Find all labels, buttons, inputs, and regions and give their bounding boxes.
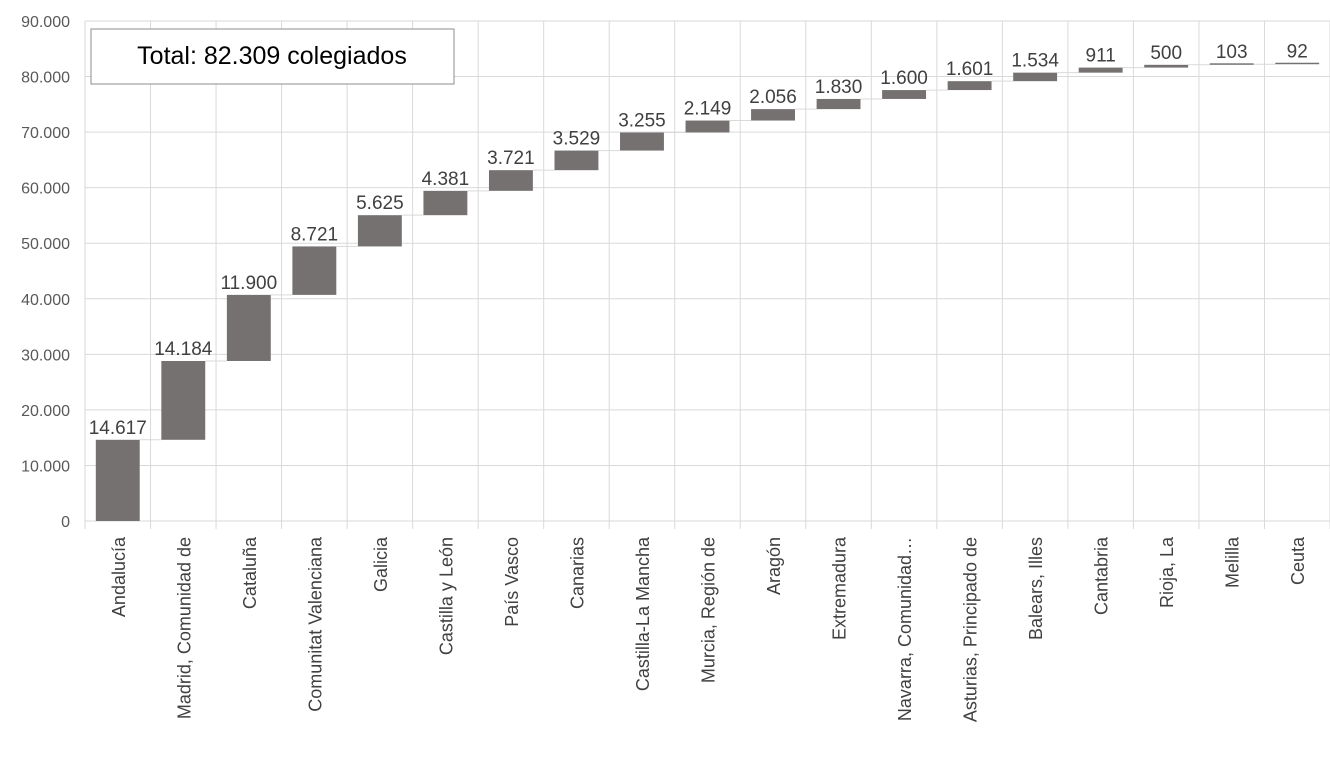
x-tick-label: Balears, Illes: [1026, 537, 1046, 640]
x-tick-label: Cantabria: [1092, 536, 1112, 615]
data-label: 1.830: [815, 77, 863, 98]
data-label: 1.534: [1011, 51, 1059, 72]
waterfall-bar: [751, 109, 795, 121]
data-label: 3.721: [487, 148, 535, 169]
y-tick-label: 70.000: [21, 125, 70, 142]
data-label: 14.617: [89, 418, 147, 439]
data-label: 5.625: [356, 193, 404, 214]
data-label: 500: [1150, 43, 1182, 64]
y-tick-label: 20.000: [21, 403, 70, 420]
waterfall-bar: [488, 170, 533, 191]
waterfall-bar: [357, 215, 402, 247]
gridlines: [84, 20, 1330, 529]
x-tick-label: Rioja, La: [1157, 536, 1177, 608]
x-tick-label: Comunitat Valenciana: [305, 536, 325, 712]
x-tick-label: Navarra, Comunidad…: [895, 537, 915, 721]
x-axis-ticks: Andalucía Madrid, Comunidad de Cataluña Com…: [109, 536, 1308, 722]
waterfall-bar: [292, 246, 337, 295]
data-label: 1.601: [946, 59, 994, 80]
x-tick-label: Extremadura: [830, 536, 850, 640]
y-tick-label: 40.000: [21, 292, 70, 309]
x-tick-label: Castilla y León: [436, 537, 456, 655]
waterfall-bar: [685, 120, 730, 133]
waterfall-bar: [554, 150, 599, 171]
x-tick-label: Aragón: [764, 537, 784, 595]
x-tick-label: Asturias, Principado de: [961, 537, 981, 722]
x-tick-label: Murcia, Región de: [699, 537, 719, 683]
data-labels: 14.617 14.184 11.900 8.721 5.625 4.381 3.721 3.…: [89, 42, 1308, 439]
x-tick-label: Andalucía: [109, 536, 129, 617]
waterfall-bar: [1144, 64, 1189, 68]
waterfall-bar: [161, 360, 206, 440]
x-tick-label: Cataluña: [240, 536, 260, 609]
x-tick-label: Madrid, Comunidad de: [174, 537, 194, 719]
x-tick-label: Galicia: [371, 536, 391, 592]
waterfall-bar: [95, 439, 140, 521]
x-tick-label: Melilla: [1223, 536, 1243, 588]
x-tick-label: País Vasco: [502, 537, 522, 627]
connector-lines: [139, 63, 1276, 441]
y-tick-label: 80.000: [21, 70, 70, 87]
waterfall-bar: [620, 132, 664, 151]
y-axis-ticks: 0 10.000 20.000 30.000 40.000 50.000 60.000 70.…: [21, 14, 70, 531]
waterfall-bar: [947, 81, 992, 91]
waterfall-bar: [882, 90, 927, 99]
data-label: 3.255: [618, 110, 666, 131]
y-tick-label: 50.000: [21, 236, 70, 253]
waterfall-bar: [226, 294, 271, 361]
x-tick-label: Castilla-La Mancha: [633, 536, 653, 691]
data-label: 11.900: [220, 273, 277, 294]
x-tick-label: Ceuta: [1288, 536, 1308, 585]
waterfall-bar: [423, 190, 468, 216]
data-label: 4.381: [422, 169, 470, 190]
y-tick-label: 30.000: [21, 347, 70, 364]
data-label: 8.721: [291, 224, 339, 245]
data-label: 1.600: [880, 68, 928, 89]
y-tick-label: 0: [61, 514, 70, 531]
waterfall-bar: [1078, 67, 1123, 73]
data-label: 3.529: [553, 129, 601, 150]
y-tick-label: 90.000: [21, 14, 70, 31]
waterfall-bar: [1209, 63, 1254, 65]
waterfall-bar: [1013, 72, 1058, 82]
total-annotation-box: [90, 28, 455, 85]
y-tick-label: 60.000: [21, 181, 70, 198]
data-label: 92: [1287, 42, 1308, 63]
bars: [95, 62, 1320, 521]
data-label: 2.149: [684, 99, 732, 120]
total-annotation: Total: 82.309 colegiados: [90, 28, 455, 85]
data-label: 103: [1216, 42, 1248, 63]
waterfall-bar: [816, 98, 861, 110]
total-annotation-text: Total: 82.309 colegiados: [137, 42, 407, 70]
data-label: 911: [1086, 46, 1116, 67]
x-tick-label: Canarias: [567, 537, 587, 609]
data-label: 14.184: [154, 339, 213, 360]
y-tick-label: 10.000: [21, 458, 70, 475]
data-label: 2.056: [749, 87, 797, 108]
waterfall-bar: [1275, 62, 1320, 65]
